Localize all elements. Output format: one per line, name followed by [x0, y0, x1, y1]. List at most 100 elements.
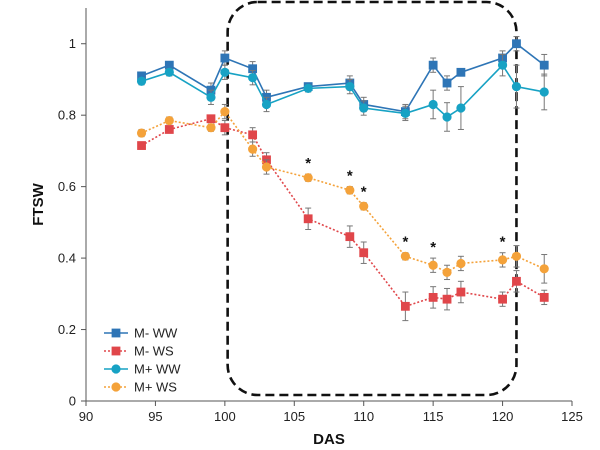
legend-item: M- WW [104, 326, 178, 341]
data-point [136, 128, 147, 138]
data-point [428, 260, 438, 270]
data-point [428, 60, 438, 70]
significance-star: * [402, 234, 408, 251]
legend-label: M+ WW [134, 362, 181, 377]
y-tick-label: 0.6 [58, 179, 76, 194]
data-point [220, 53, 230, 63]
data-point [428, 292, 438, 302]
series-m-ws [137, 114, 549, 322]
data-point [498, 294, 507, 304]
data-point [400, 301, 410, 311]
x-tick-label: 90 [79, 409, 93, 424]
legend-marker [111, 328, 121, 338]
data-point [456, 67, 466, 77]
data-point [539, 292, 549, 302]
series-line [141, 63, 545, 118]
legend-item: M- WS [104, 344, 174, 359]
axes: 90 95 100 105 110 115 120 125 0 0.2 0.4 0.6 0.8 1 [58, 8, 583, 424]
series-line [141, 117, 545, 308]
highlight-region [226, 0, 518, 397]
data-point [164, 67, 174, 77]
data-point [359, 103, 369, 113]
legend-marker [111, 364, 121, 374]
data-point [512, 39, 521, 49]
data-point [456, 287, 466, 297]
data-point [303, 214, 313, 224]
y-axis-title: FTSW [30, 182, 47, 225]
series-layer [136, 36, 549, 322]
data-point [400, 251, 410, 261]
legend-item: M+ WW [104, 362, 181, 377]
y-tick-label: 0.2 [58, 322, 76, 337]
data-point [206, 92, 216, 102]
significance-star: * [347, 168, 353, 185]
data-point [220, 123, 230, 133]
legend: M- WW M- WS M+ WW M+ WS [104, 326, 181, 395]
significance-star: * [305, 155, 311, 172]
data-point [442, 112, 452, 122]
data-point [511, 82, 522, 92]
data-point [359, 248, 369, 258]
x-tick-label: 95 [148, 409, 162, 424]
data-point [261, 99, 272, 110]
series-m-ww [136, 53, 549, 132]
legend-label: M+ WS [134, 380, 177, 395]
data-point [497, 60, 508, 70]
data-point [456, 258, 466, 269]
x-tick-label: 115 [423, 409, 444, 424]
y-tick-label: 0.8 [58, 108, 76, 123]
y-tick-label: 1 [69, 36, 76, 51]
series-line [141, 110, 545, 274]
legend-marker [111, 382, 121, 392]
data-point [456, 103, 466, 113]
data-point [359, 201, 369, 211]
data-point [497, 255, 508, 265]
data-point [345, 185, 355, 195]
data-point [164, 125, 174, 134]
series-m-ws [136, 103, 549, 284]
data-point [261, 162, 272, 172]
highlight-layer [226, 0, 518, 397]
x-axis-title: DAS [313, 431, 345, 448]
x-tick-label: 105 [283, 409, 305, 424]
data-point [248, 144, 258, 154]
data-point [206, 123, 216, 133]
data-point [442, 267, 452, 277]
data-point [539, 264, 549, 274]
data-point [136, 76, 147, 86]
data-point [442, 294, 452, 304]
data-point [164, 115, 174, 126]
data-point [220, 67, 230, 77]
significance-star: * [430, 239, 436, 256]
data-point [400, 108, 410, 118]
significance-markers: * * * * * * [305, 155, 505, 256]
series-line [141, 42, 545, 113]
data-point [303, 173, 313, 183]
legend-label: M- WS [134, 344, 174, 359]
x-tick-label: 100 [214, 409, 236, 424]
data-point [511, 251, 522, 261]
data-point [248, 130, 258, 140]
legend-item: M+ WS [104, 380, 177, 395]
x-tick-label: 120 [492, 409, 514, 424]
data-point [206, 114, 216, 124]
data-point [512, 276, 521, 286]
series-m-ww [137, 36, 549, 120]
data-point [539, 60, 549, 70]
data-point [428, 99, 438, 110]
legend-label: M- WW [134, 326, 178, 341]
data-point [248, 73, 258, 83]
significance-star: * [500, 234, 506, 251]
data-point [442, 78, 452, 88]
legend-marker [111, 346, 121, 356]
data-point [137, 141, 146, 150]
x-tick-label: 110 [353, 409, 374, 424]
significance-star: * [361, 184, 367, 201]
data-point [220, 107, 230, 117]
y-tick-label: 0 [69, 394, 76, 409]
y-tick-label: 0.4 [58, 251, 76, 266]
data-point [345, 82, 355, 92]
data-point [345, 232, 355, 242]
data-point [539, 87, 549, 97]
